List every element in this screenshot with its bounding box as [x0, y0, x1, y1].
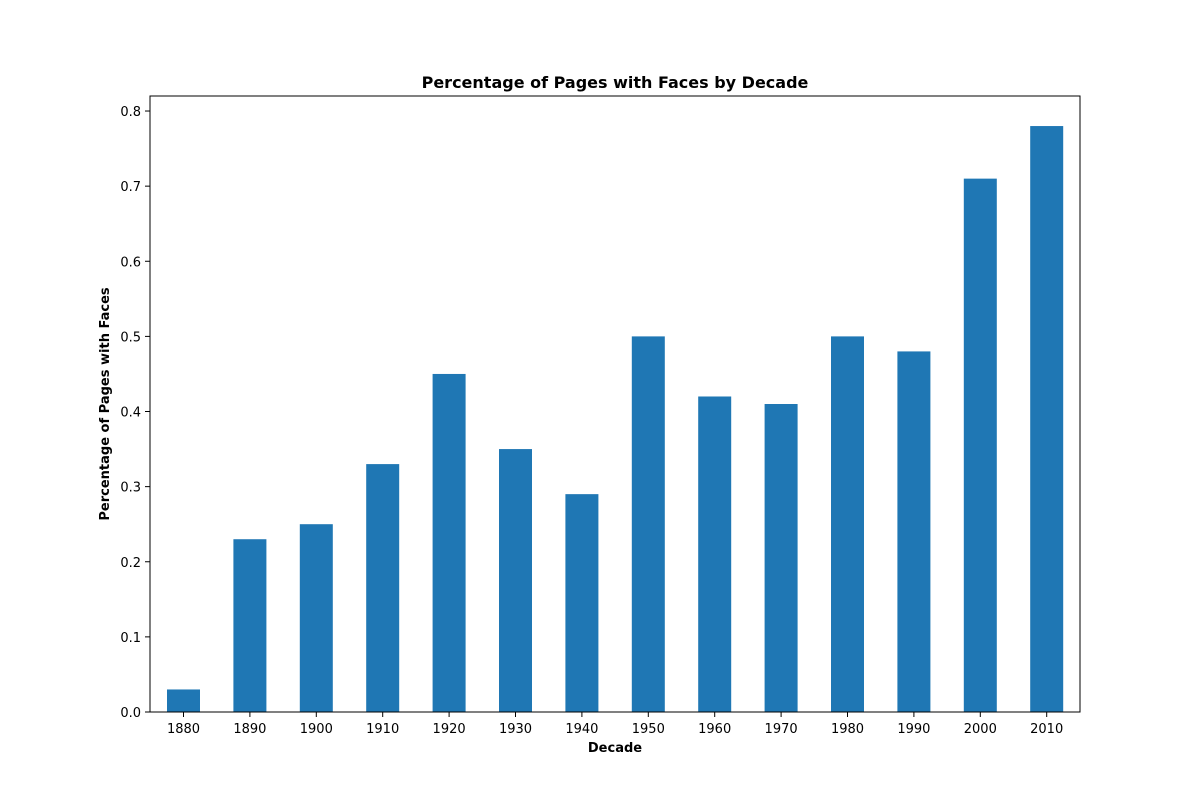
y-tick-label: 0.5	[120, 330, 141, 345]
x-tick-label: 1890	[233, 722, 266, 737]
bar-1970	[764, 404, 798, 712]
y-tick-label: 0.0	[120, 706, 141, 721]
bars-group	[167, 126, 1064, 713]
chart-title: Percentage of Pages with Faces by Decade	[422, 73, 809, 92]
x-tick-label: 1880	[167, 722, 200, 737]
x-tick-label: 1940	[565, 722, 598, 737]
bar-1960	[698, 396, 732, 712]
y-tick-label: 0.1	[120, 631, 141, 646]
x-axis-ticks: 1880 1890 1900 1910 1920 1930 1940 1950 1960 1970…	[167, 712, 1063, 737]
bar-1990	[897, 351, 931, 712]
bar-2000	[963, 178, 997, 712]
x-tick-label: 1980	[831, 722, 864, 737]
bar-1940	[565, 494, 599, 712]
bar-1910	[366, 464, 400, 712]
x-tick-label: 2010	[1030, 722, 1063, 737]
bar-1880	[167, 689, 200, 712]
x-tick-label: 1990	[897, 722, 930, 737]
bar-1950	[631, 336, 665, 712]
bar-1900	[299, 524, 333, 712]
x-tick-label: 1920	[433, 722, 466, 737]
x-tick-label: 1910	[366, 722, 399, 737]
y-tick-label: 0.7	[120, 180, 141, 195]
x-tick-label: 2000	[964, 722, 997, 737]
x-tick-label: 1970	[765, 722, 798, 737]
y-axis-label: Percentage of Pages with Faces	[98, 287, 113, 520]
x-tick-label: 1950	[632, 722, 665, 737]
y-tick-label: 0.4	[120, 406, 141, 421]
x-axis-label: Decade	[588, 741, 642, 756]
bar-1890	[233, 539, 267, 712]
x-tick-label: 1930	[499, 722, 532, 737]
y-tick-label: 0.2	[120, 556, 141, 571]
bar-2010	[1030, 126, 1064, 713]
x-tick-label: 1960	[698, 722, 731, 737]
y-tick-label: 0.8	[120, 105, 141, 120]
y-tick-label: 0.3	[120, 481, 141, 496]
bar-1930	[499, 449, 532, 712]
x-tick-label: 1900	[300, 722, 333, 737]
bar-1980	[831, 336, 864, 712]
bar-1920	[432, 373, 466, 712]
y-tick-label: 0.6	[120, 255, 141, 270]
y-axis-ticks: 0.0 0.1 0.2 0.3 0.4 0.5 0.6 0.7 0.8	[120, 105, 150, 721]
plot-frame	[149, 95, 1081, 713]
